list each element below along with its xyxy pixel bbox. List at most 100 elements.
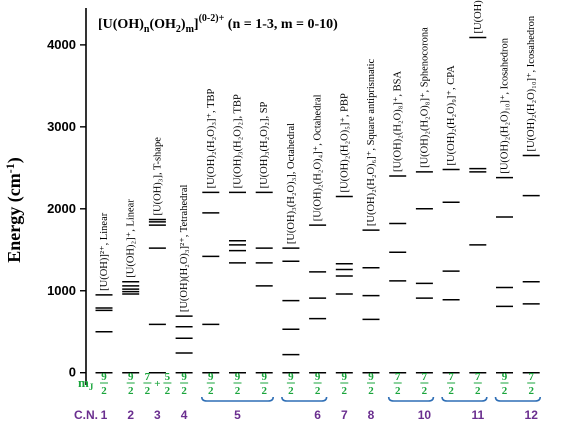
species-label: [U(OH)₂(H₂O)₉]⁺, CPA [446,65,457,166]
species-column: [U(OH)₃(H₂O)₃], Octahedral 9 2 [282,123,300,397]
species-column: [U(OH)₂]⁺, Linear 9 2 2 [122,199,140,422]
species-label: [U(OH)₂(H₂O)₆]⁺, Square antiprismatic [366,58,377,226]
y-tick-label: 1000 [47,283,76,298]
mj-numerator: 7 [422,371,428,383]
mj-denominator: 2 [165,385,171,397]
cn-bracket [387,396,435,402]
species-label: [U(OH)₂(H₂O)₈]⁺, BSA [393,71,404,173]
cn-value: 8 [368,408,375,422]
mj-numerator: 9 [342,371,348,383]
mj-numerator: 9 [128,371,134,383]
mj-numerator: 9 [235,371,241,383]
species-column: [U(OH)₂(H₂O)₄]⁺, Octahedral 9 2 6 [309,94,327,422]
cn-bracket [494,396,541,402]
species-column: [U(OH)]²⁺, Linear 9 2 1 [95,212,113,422]
mj-numerator: 9 [181,371,187,383]
species-column: [U(OH)₃(H₂O)₂], TBP 9 2 5 [229,94,246,422]
mj-numerator: 9 [502,371,508,383]
mj-numerator: 5 [165,371,171,383]
y-tick-label: 4000 [47,37,76,52]
mj-numerator: 9 [101,371,107,383]
species-label: [U(OH)₂(H₂O)₉]⁺, CPA [473,0,484,34]
mj-denominator: 2 [315,385,321,397]
species-column: [U(OH)₂(H₂O)₆]⁺, Square antiprismatic 9 2 8 [362,58,380,422]
species-column: [U(OH)₂(H₂O)₁₀]⁺, Icosahedron 9 2 [496,37,513,397]
cn-bracket [441,396,488,402]
mj-denominator: 2 [128,385,134,397]
mj-denominator: 2 [208,385,214,397]
mj-denominator: 2 [261,385,267,397]
species-column: [U(OH)₂(H₂O)₁₀]⁺, Icosahedron 7 2 12 [522,15,540,422]
cn-value: 2 [127,408,134,422]
mj-denominator: 2 [235,385,241,397]
mj-numerator: 9 [208,371,214,383]
mj-numerator: 7 [145,371,151,383]
mj-denominator: 2 [368,385,374,397]
species-label: [U(OH)₃(H₂O)₂], SP [259,101,270,188]
mj-numerator: 7 [395,371,401,383]
mj-numerator: 7 [448,371,454,383]
mj-denominator: 2 [101,385,107,397]
mj-numerator: 9 [368,371,374,383]
mj-denominator: 2 [395,385,401,397]
species-label: [U(OH)₂(H₂O)₄]⁺, Octahedral [313,94,324,221]
y-tick-label: 3000 [47,119,76,134]
species-label: [U(OH)₃], T-shape [152,137,163,216]
cn-value: 5 [234,408,241,422]
species-column: [U(OH)(H₂O)₃]²⁺, Tetrahedral 9 2 4 [175,184,193,422]
species-label: [U(OH)(H₂O)₃]²⁺, Tetrahedral [179,184,190,312]
mj-numerator: 7 [528,371,534,383]
mj-numerator: 9 [288,371,294,383]
species-column: [U(OH)₂(H₂O)₃]⁺, TBP 9 2 [202,89,220,397]
cn-value: 6 [314,408,321,422]
mj-numerator: 7 [475,371,481,383]
species-column: [U(OH)₃(H₂O)₂], SP 9 2 [255,101,273,397]
cn-value: 12 [525,408,539,422]
species-column: [U(OH)₂(H₂O)₈]⁺, Sphenocorona 7 2 10 [415,27,433,422]
mj-numerator: 9 [261,371,267,383]
mj-row-label: mJ [78,375,94,392]
mj-denominator: 2 [475,385,481,397]
mj-denominator: 2 [181,385,187,397]
cn-bracket [281,396,328,402]
species-label: [U(OH)₂(H₂O)₈]⁺, Sphenocorona [419,27,430,168]
cn-row-label: C.N. [74,408,98,422]
mj-denominator: 2 [422,385,428,397]
species-label: [U(OH)₃(H₂O)₃], Octahedral [286,123,297,244]
species-label: [U(OH)]²⁺, Linear [99,212,110,291]
cn-value: 11 [471,408,484,422]
cn-value: 7 [341,408,348,422]
cn-value: 10 [418,408,432,422]
mj-denominator: 2 [145,385,151,397]
mj-denominator: 2 [288,385,294,397]
species-label: [U(OH)₃(H₂O)₂], TBP [233,94,244,188]
species-label: [U(OH)₂(H₂O)₅]⁺, PBP [339,93,350,193]
species-label: [U(OH)₂]⁺, Linear [126,199,137,278]
mj-denominator: 2 [502,385,508,397]
y-tick-label: 0 [69,365,76,380]
cn-brackets [201,396,541,402]
y-axis-label: Energy (cm-1) [3,157,25,262]
species-label: [U(OH)₂(H₂O)₁₀]⁺, Icosahedron [500,37,511,173]
mj-numerator: 9 [315,371,321,383]
cn-value: 1 [101,408,108,422]
cn-bracket [201,396,274,402]
species-label: [U(OH)₂(H₂O)₃]⁺, TBP [206,89,217,189]
species-column: [U(OH)₂(H₂O)₉]⁺, CPA 7 2 [442,65,460,397]
mj-denominator: 2 [528,385,534,397]
species-column: [U(OH)₂(H₂O)₅]⁺, PBP 9 2 7 [335,93,353,422]
y-tick-label: 2000 [47,201,76,216]
cn-value: 4 [181,408,188,422]
mj-plus: + [154,378,160,390]
y-ticks: 0 1000 2000 3000 4000 [47,37,86,380]
species-column: [U(OH)₂(H₂O)₉]⁺, CPA 7 2 11 [469,0,487,422]
cn-value: 3 [154,408,161,422]
mj-denominator: 2 [448,385,454,397]
chart-title: [U(OH)n(OH2)m](0-2)+ (n = 1-3, m = 0-10) [98,13,338,35]
species-column: [U(OH)₂(H₂O)₈]⁺, BSA 7 2 [389,71,407,397]
mj-denominator: 2 [342,385,348,397]
species-label: [U(OH)₂(H₂O)₁₀]⁺, Icosahedron [526,15,537,151]
